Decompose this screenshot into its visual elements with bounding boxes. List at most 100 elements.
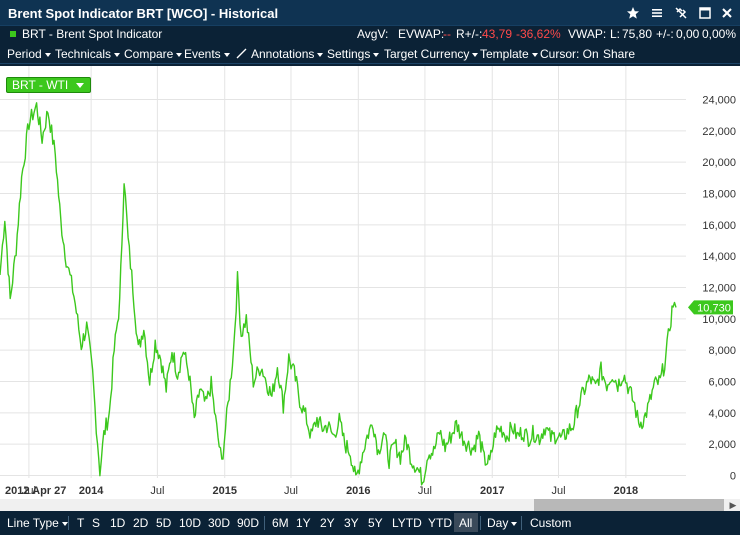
y-tick-label: 4,000 (708, 408, 736, 420)
y-tick-label: 8,000 (708, 345, 736, 357)
pencil-line-icon (236, 48, 247, 59)
y-tick-label: 12,000 (702, 283, 736, 295)
current-value-layer: 10,730 (688, 300, 733, 315)
chevron-right-icon[interactable]: ▶ (729, 500, 737, 510)
period-button-30d[interactable]: 30D (208, 516, 231, 530)
custom-period-button[interactable]: Custom (530, 516, 572, 530)
chevron-down-icon (531, 52, 538, 57)
menu-target-currency[interactable]: Target Currency (384, 47, 479, 61)
period-button-1y[interactable]: 1Y (296, 516, 311, 530)
unlink-icon[interactable] (672, 4, 690, 22)
selected-period-highlight (454, 513, 478, 532)
window-title-bar (0, 0, 740, 26)
period-button-5d[interactable]: 5D (156, 516, 172, 530)
y-tick-label: 18,000 (702, 189, 736, 201)
chevron-down-icon (44, 52, 51, 57)
interval-dropdown[interactable]: Day (487, 516, 518, 530)
menu-period[interactable]: Period (7, 47, 51, 61)
line-type-dropdown[interactable]: Line Type (7, 516, 68, 530)
menu-template[interactable]: Template (480, 47, 538, 61)
series-selector[interactable]: BRT - WTI (6, 77, 92, 93)
y-tick-label: 14,000 (702, 251, 736, 263)
chart-area[interactable] (0, 66, 740, 511)
net-change-percent: 0,00% (702, 27, 737, 41)
menu-compare-label: Compare (124, 47, 174, 61)
price-chart[interactable]: 24,000 22,000 20,000 18,000 16,000 14,000 12,0… (0, 66, 740, 499)
menu-technicals[interactable]: Technicals (55, 47, 121, 61)
x-tick-label: Jul (418, 485, 432, 497)
range-change-label: R+/-: (456, 27, 483, 41)
menu-events-label: Events (184, 47, 221, 61)
menu-template-label: Template (480, 47, 529, 61)
chart-grid (0, 66, 686, 478)
x-tick-label: 2014 (79, 485, 104, 497)
menu-cursor[interactable]: Cursor: On (540, 47, 599, 61)
window-title: Brent Spot Indicator BRT [WCO] - Histori… (8, 6, 279, 21)
x-tick-label: 2018 (614, 485, 638, 497)
series-selector-label: BRT - WTI (12, 78, 69, 92)
net-change-label: +/-: (656, 27, 674, 41)
toolbar-divider (68, 516, 69, 530)
instrument-label: BRT - Brent Spot Indicator (22, 27, 163, 41)
period-button-3y[interactable]: 3Y (344, 516, 359, 530)
net-change-value: 0,00 (676, 27, 700, 41)
menu-technicals-label: Technicals (55, 47, 112, 61)
x-tick-label: 2016 (346, 485, 370, 497)
period-button-5y[interactable]: 5Y (368, 516, 383, 530)
period-button-90d[interactable]: 90D (237, 516, 260, 530)
x-tick-label: 2012 Apr 27 (5, 485, 66, 497)
chevron-down-icon (61, 521, 68, 526)
period-button-1d[interactable]: 1D (110, 516, 126, 530)
series-line-layer (0, 102, 677, 486)
y-axis: 24,000 22,000 20,000 18,000 16,000 14,000 12,0… (702, 95, 736, 483)
menu-icon[interactable] (648, 4, 666, 22)
period-button-6m[interactable]: 6M (272, 516, 289, 530)
range-change-value: 43,79 (482, 27, 513, 41)
chevron-down-icon (373, 52, 380, 57)
period-button-t[interactable]: T (77, 516, 85, 530)
period-button-2y[interactable]: 2Y (320, 516, 335, 530)
toolbar-divider (521, 516, 522, 530)
close-icon[interactable] (718, 4, 736, 22)
chevron-down-icon (76, 83, 85, 88)
menu-period-label: Period (7, 47, 42, 61)
current-value-marker (688, 300, 733, 315)
menu-target-currency-label: Target Currency (384, 47, 470, 61)
period-button-all[interactable]: All (459, 516, 473, 530)
chevron-down-icon (472, 52, 479, 57)
menu-annotations[interactable]: Annotations (236, 47, 324, 61)
scrollbar-thumb[interactable] (534, 499, 724, 511)
chevron-down-icon (114, 52, 121, 57)
period-button-10d[interactable]: 10D (179, 516, 202, 530)
y-tick-label: 16,000 (702, 220, 736, 232)
current-value-label: 10,730 (697, 302, 731, 314)
toolbar-divider (264, 516, 265, 530)
x-tick-label: Jul (551, 485, 565, 497)
y-tick-label: 22,000 (702, 126, 736, 138)
menu-settings[interactable]: Settings (327, 47, 380, 61)
period-button-ytd[interactable]: YTD (428, 516, 452, 530)
menu-events[interactable]: Events (184, 47, 230, 61)
chevron-down-icon (176, 52, 183, 57)
x-tick-label: Jul (284, 485, 298, 497)
star-icon[interactable] (624, 4, 642, 22)
x-tick-label: 2015 (212, 485, 236, 497)
period-button-s[interactable]: S (92, 516, 101, 530)
period-button-2d[interactable]: 2D (133, 516, 149, 530)
chevron-down-icon (317, 52, 324, 57)
evwap-value: -- (443, 27, 451, 41)
maximize-icon[interactable] (696, 4, 714, 22)
last-price-value: 75,80 (622, 27, 653, 41)
y-tick-label: 24,000 (702, 95, 736, 107)
last-price-label: L: (610, 27, 621, 41)
x-tick-label: 2017 (480, 485, 504, 497)
toolbar-divider (480, 516, 481, 530)
series-color-swatch (10, 31, 16, 37)
y-tick-label: 10,000 (702, 314, 736, 326)
menu-compare[interactable]: Compare (124, 47, 183, 61)
menu-share[interactable]: Share (603, 47, 636, 61)
menu-annotations-label: Annotations (251, 47, 315, 61)
period-button-lytd[interactable]: LYTD (392, 516, 422, 530)
line-type-label: Line Type (7, 516, 59, 530)
